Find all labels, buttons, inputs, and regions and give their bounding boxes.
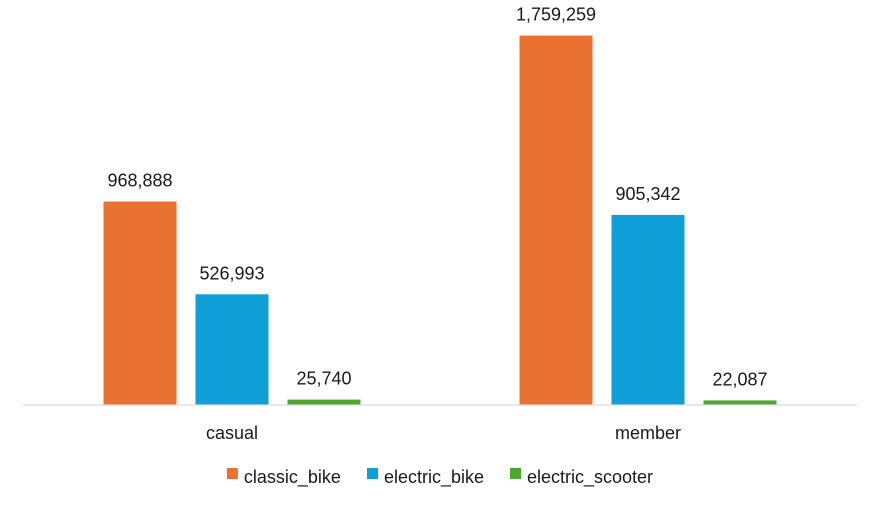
legend-swatch-electric_bike <box>367 468 378 479</box>
category-label-member: member <box>615 423 681 443</box>
legend-item-electric_scooter: electric_scooter <box>510 467 653 488</box>
bar-electric_bike-casual <box>195 294 269 405</box>
legend-swatch-classic_bike <box>226 468 238 479</box>
legend-label-electric_scooter: electric_scooter <box>527 467 653 488</box>
bar-electric_scooter-member <box>703 400 777 405</box>
bar-electric_bike-member <box>611 214 685 405</box>
data-label-classic_bike-casual: 968,888 <box>107 171 172 191</box>
data-labels-layer: 968,888 526,993 25,740 1,759,259 905,342 22,0… <box>107 5 767 390</box>
data-label-electric_scooter-casual: 25,740 <box>296 369 351 389</box>
bars-layer <box>103 35 777 405</box>
bar-classic_bike-member <box>519 35 593 405</box>
legend-item-electric_bike: electric_bike <box>367 467 484 488</box>
data-label-electric_bike-casual: 526,993 <box>199 263 264 283</box>
bar-electric_scooter-casual <box>287 399 361 405</box>
legend-label-classic_bike: classic_bike <box>244 467 341 488</box>
category-label-casual: casual <box>206 423 258 443</box>
legend-swatch-electric_scooter <box>510 468 521 479</box>
data-label-classic_bike-member: 1,759,259 <box>516 5 596 25</box>
bar-classic_bike-casual <box>103 201 177 405</box>
category-labels-layer: casual member <box>206 423 681 443</box>
data-label-electric_bike-member: 905,342 <box>615 184 680 204</box>
legend: classic_bike electric_bike electric_scoote… <box>226 467 653 488</box>
legend-label-electric_bike: electric_bike <box>384 467 484 488</box>
legend-item-classic_bike: classic_bike <box>226 467 341 488</box>
data-label-electric_scooter-member: 22,087 <box>712 369 767 389</box>
